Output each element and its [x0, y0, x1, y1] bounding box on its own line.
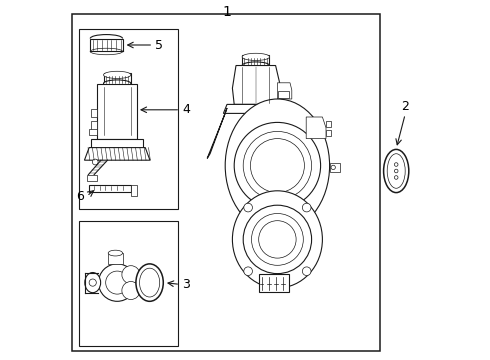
- Bar: [242, 55, 270, 66]
- Circle shape: [89, 279, 97, 286]
- Text: 3: 3: [182, 278, 190, 291]
- Circle shape: [244, 203, 252, 212]
- Circle shape: [394, 163, 398, 166]
- Bar: [103, 73, 131, 84]
- Ellipse shape: [85, 273, 100, 293]
- Text: 1: 1: [222, 5, 231, 19]
- Circle shape: [331, 165, 335, 170]
- Ellipse shape: [384, 149, 409, 193]
- Bar: [87, 175, 98, 181]
- Circle shape: [302, 267, 311, 275]
- Bar: [79, 29, 178, 209]
- Circle shape: [92, 159, 98, 165]
- Bar: [326, 121, 331, 127]
- Ellipse shape: [122, 266, 140, 284]
- Ellipse shape: [242, 62, 270, 69]
- Ellipse shape: [122, 282, 140, 300]
- Bar: [326, 130, 331, 136]
- Polygon shape: [306, 117, 326, 139]
- Ellipse shape: [108, 250, 122, 256]
- Ellipse shape: [103, 71, 131, 78]
- Ellipse shape: [232, 191, 322, 288]
- Circle shape: [394, 176, 398, 179]
- Circle shape: [244, 267, 252, 275]
- Circle shape: [394, 169, 398, 173]
- Ellipse shape: [387, 154, 405, 188]
- Circle shape: [243, 131, 312, 200]
- Polygon shape: [223, 104, 288, 113]
- Ellipse shape: [106, 271, 129, 294]
- Ellipse shape: [90, 48, 122, 55]
- Ellipse shape: [136, 264, 163, 301]
- Ellipse shape: [98, 264, 136, 301]
- Text: 6: 6: [76, 190, 84, 203]
- Text: 4: 4: [182, 103, 190, 116]
- Circle shape: [250, 139, 304, 193]
- Bar: [131, 185, 137, 196]
- Bar: [79, 221, 178, 346]
- Bar: [90, 129, 98, 135]
- Bar: [72, 14, 380, 351]
- Polygon shape: [232, 66, 283, 104]
- Bar: [91, 121, 98, 131]
- Circle shape: [302, 203, 311, 212]
- Bar: [278, 91, 289, 98]
- Text: 2: 2: [401, 100, 409, 113]
- Bar: [91, 109, 98, 117]
- Circle shape: [243, 205, 312, 274]
- Bar: [90, 39, 122, 51]
- Bar: [259, 274, 289, 292]
- Polygon shape: [91, 139, 144, 148]
- Text: 5: 5: [155, 39, 163, 51]
- Circle shape: [251, 213, 303, 265]
- Polygon shape: [84, 148, 150, 160]
- Circle shape: [259, 221, 296, 258]
- Bar: [108, 253, 122, 264]
- Ellipse shape: [140, 268, 160, 297]
- Bar: [90, 185, 131, 192]
- Ellipse shape: [225, 99, 330, 232]
- Polygon shape: [98, 84, 137, 139]
- Ellipse shape: [103, 80, 131, 87]
- Bar: [330, 163, 340, 172]
- Polygon shape: [207, 108, 227, 158]
- Polygon shape: [277, 83, 292, 99]
- Circle shape: [234, 122, 320, 209]
- Ellipse shape: [242, 53, 270, 60]
